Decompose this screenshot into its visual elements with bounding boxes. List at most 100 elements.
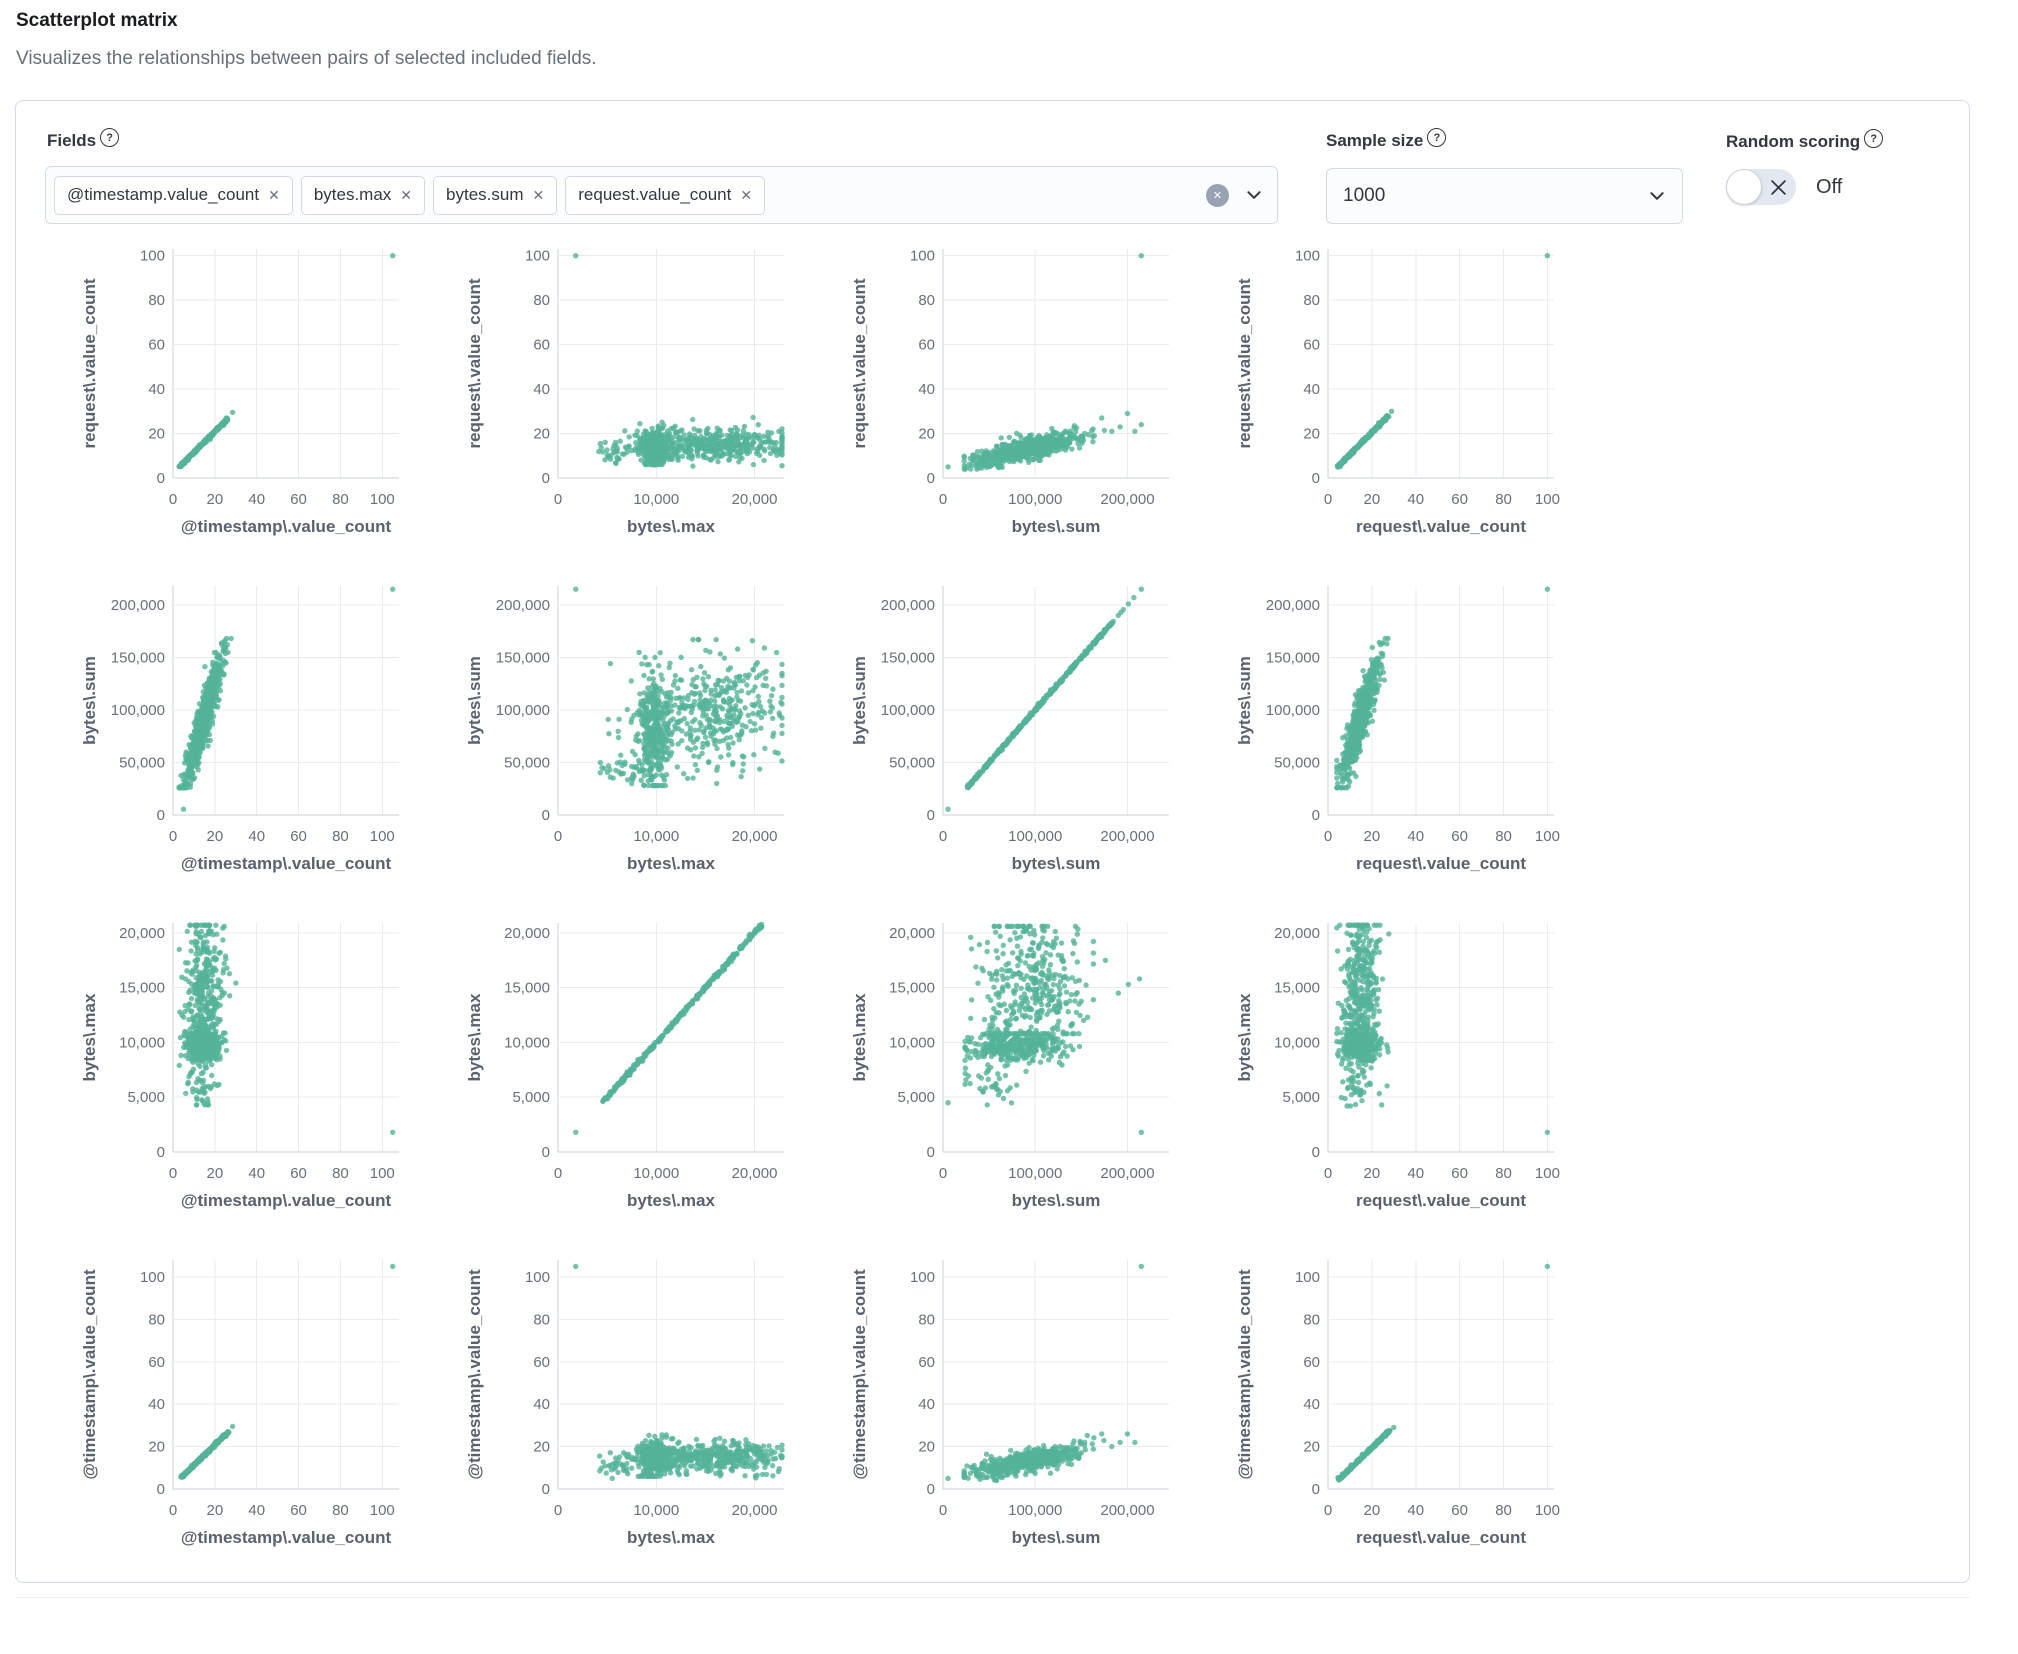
field-pill-label: @timestamp.value_count [67,185,260,204]
svg-text:bytes\.sum: bytes\.sum [1012,517,1101,536]
random-scoring-help-icon[interactable]: ? [1864,129,1884,148]
scatterplot-matrix-grid: 0 20 40 60 80 100 0 20 40 60 80 100 @timestamp\.valu… [61,239,1601,1587]
field-pill-label: bytes.max [313,185,392,204]
random-scoring-state: Off [1816,175,1843,198]
sample-size-value: 1000 [1343,185,1386,206]
page-title: Scatterplot matrix [16,10,178,31]
svg-text:request\.value_count: request\.value_count [1356,517,1526,536]
svg-text:0: 0 [157,1144,165,1161]
svg-text:bytes\.sum: bytes\.sum [1012,854,1101,873]
svg-text:0: 0 [1312,470,1320,487]
field-pill-label: request.value_count [578,185,732,204]
svg-text:20: 20 [1303,426,1320,443]
svg-text:80: 80 [332,828,349,845]
svg-text:100: 100 [370,828,395,845]
scatter-cell-r3-c0: 0 20 40 60 80 100 0 20 40 60 80 100 @timestamp\.valu… [61,1250,446,1592]
svg-text:150,000: 150,000 [496,649,550,666]
random-scoring-label-text: Random scoring [1726,132,1861,151]
svg-text:60: 60 [148,337,165,354]
svg-text:40: 40 [1407,828,1424,845]
scatter-cell-r3-c3: 0 20 40 60 80 100 0 20 40 60 80 100 request\.value_c… [1216,1250,1601,1592]
scatter-cell-r0-c3: 0 20 40 60 80 100 0 20 40 60 80 100 request\.value_c… [1216,239,1601,581]
scatter-cell-r2-c1: 0 10,000 20,000 0 5,000 10,000 15,000 20,000 byt… [446,913,831,1255]
svg-text:50,000: 50,000 [119,754,165,771]
svg-text:100,000: 100,000 [881,702,935,719]
svg-text:40: 40 [248,491,265,508]
svg-text:150,000: 150,000 [881,649,935,666]
page-divider [16,1597,1970,1598]
random-scoring-toggle[interactable] [1726,169,1796,205]
svg-text:100,000: 100,000 [1008,828,1062,845]
svg-text:0: 0 [554,828,562,845]
svg-text:request\.value_count: request\.value_count [465,278,484,448]
svg-text:20: 20 [533,426,550,443]
scatter-cell-r0-c0: 0 20 40 60 80 100 0 20 40 60 80 100 @timestamp\.valu… [61,239,446,581]
scatter-cell-r0-c1: 0 10,000 20,000 0 20 40 60 80 100 bytes\.max reque… [446,239,831,581]
svg-text:20,000: 20,000 [732,491,778,508]
remove-field-icon[interactable]: ✕ [400,186,413,203]
field-pill-label: bytes.sum [446,185,524,204]
svg-text:80: 80 [1303,292,1320,309]
toggle-thumb [1726,169,1762,205]
clear-fields-button[interactable]: ✕ [1206,183,1229,207]
svg-text:bytes\.max: bytes\.max [627,517,715,536]
scatter-cell-r2-c0: 0 20 40 60 80 100 0 5,000 10,000 15,000 20,000 @tim… [61,913,446,1255]
chevron-down-icon[interactable] [1245,186,1263,204]
svg-text:10,000: 10,000 [633,491,679,508]
fields-label-text: Fields [47,131,97,150]
svg-text:100: 100 [370,491,395,508]
svg-text:100: 100 [140,248,165,265]
sample-size-label-text: Sample size [1326,131,1424,150]
svg-text:0: 0 [169,491,177,508]
svg-text:@timestamp\.value_count: @timestamp\.value_count [181,1191,392,1210]
svg-text:15,000: 15,000 [119,980,165,997]
svg-text:0: 0 [169,828,177,845]
fields-combobox[interactable]: @timestamp.value_count ✕ bytes.max ✕ byt… [45,166,1278,224]
svg-text:0: 0 [542,807,550,824]
sample-size-help-icon[interactable]: ? [1427,128,1447,147]
remove-field-icon[interactable]: ✕ [268,186,280,203]
sample-size-select[interactable]: 1000 [1326,168,1683,224]
field-pill-request-value-count[interactable]: request.value_count ✕ [565,175,766,215]
svg-text:0: 0 [939,828,947,845]
svg-text:200,000: 200,000 [881,597,935,614]
svg-text:80: 80 [148,292,165,309]
svg-text:20: 20 [148,426,165,443]
svg-text:150,000: 150,000 [111,649,165,666]
svg-text:200,000: 200,000 [111,597,165,614]
svg-text:60: 60 [1303,337,1320,354]
svg-text:40: 40 [1303,381,1320,398]
svg-text:0: 0 [157,470,165,487]
svg-text:50,000: 50,000 [889,754,935,771]
svg-text:20: 20 [207,828,224,845]
svg-text:0: 0 [554,491,562,508]
svg-text:20: 20 [207,491,224,508]
svg-text:60: 60 [918,337,935,354]
svg-text:100: 100 [910,248,935,265]
fields-label: Fields ? [47,128,120,151]
remove-field-icon[interactable]: ✕ [532,186,545,203]
svg-text:request\.value_count: request\.value_count [850,278,869,448]
svg-text:100,000: 100,000 [496,702,550,719]
scatter-cell-r0-c2: 0 100,000 200,000 0 20 40 60 80 100 bytes\.sum req… [831,239,1216,581]
svg-text:60: 60 [290,491,307,508]
scatter-cell-r1-c3: 0 20 40 60 80 100 0 50,000 100,000 150,000 200,000… [1216,576,1601,918]
scatter-cell-r3-c2: 0 100,000 200,000 0 20 40 60 80 100 bytes\.sum @ti… [831,1250,1216,1592]
field-pill-bytes-max[interactable]: bytes.max ✕ [300,175,426,215]
scatter-cell-r2-c2: 0 100,000 200,000 0 5,000 10,000 15,000 20,000 b… [831,913,1216,1255]
svg-text:bytes\.sum: bytes\.sum [80,656,99,745]
svg-text:20: 20 [1364,828,1381,845]
field-pill-bytes-sum[interactable]: bytes.sum ✕ [433,175,558,215]
svg-text:0: 0 [927,807,935,824]
svg-text:10,000: 10,000 [633,828,679,845]
svg-text:80: 80 [332,1165,349,1182]
scatter-cell-r1-c1: 0 10,000 20,000 0 50,000 100,000 150,000 200,00… [446,576,831,918]
svg-text:0: 0 [1324,491,1332,508]
svg-text:80: 80 [918,292,935,309]
svg-text:@timestamp\.value_count: @timestamp\.value_count [181,854,392,873]
field-pill-timestamp-value-count[interactable]: @timestamp.value_count ✕ [54,175,293,215]
svg-text:0: 0 [939,491,947,508]
remove-field-icon[interactable]: ✕ [740,186,753,203]
fields-help-icon[interactable]: ? [100,128,120,147]
svg-text:bytes\.max: bytes\.max [627,854,715,873]
